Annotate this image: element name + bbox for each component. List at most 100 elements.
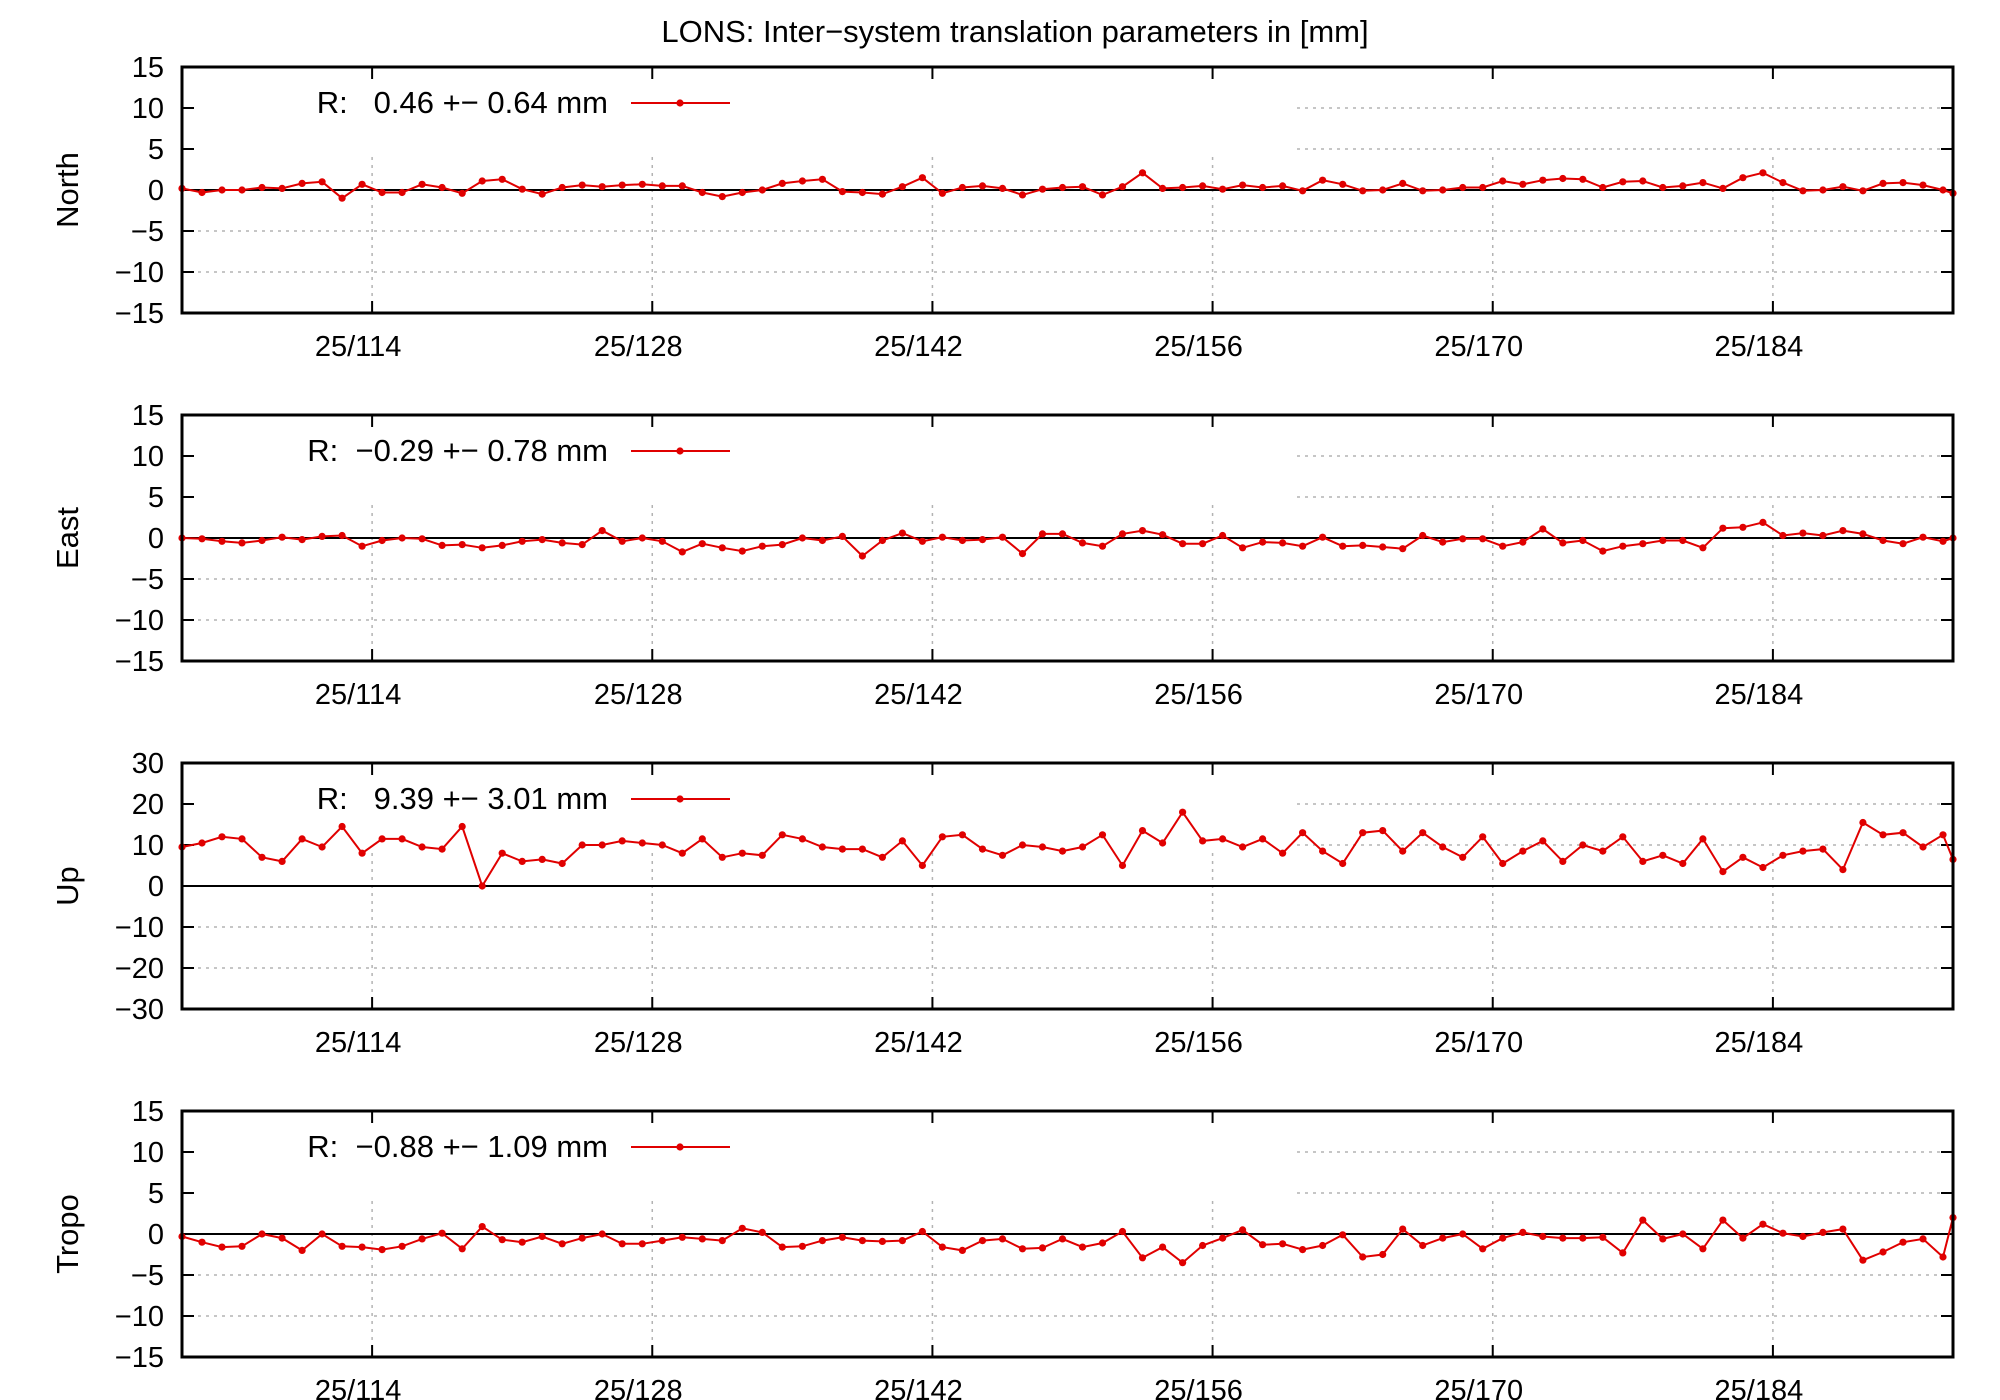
up-data-point (1159, 839, 1167, 847)
tropo-data-point (1739, 1234, 1747, 1242)
tropo-data-point (718, 1237, 726, 1245)
tropo-data-point (1479, 1245, 1487, 1253)
east-data-point (718, 544, 726, 552)
tropo-data-point (1299, 1246, 1307, 1254)
tropo-data-point (1519, 1228, 1527, 1236)
east-data-point (258, 536, 266, 545)
up-data-point (938, 833, 947, 841)
east-data-point (498, 541, 506, 550)
east-data-point (1859, 530, 1867, 538)
tropo-data-point (738, 1224, 746, 1232)
east-data-point (978, 536, 987, 544)
tropo-data-point (1459, 1230, 1467, 1238)
east-data-point (338, 531, 346, 540)
up-xtick-label: 25/128 (594, 1027, 683, 1059)
east-data-point (1179, 540, 1187, 548)
east-data-point (318, 532, 326, 541)
east-data-point (1359, 541, 1367, 550)
up-ytick-label: −20 (115, 953, 164, 985)
tropo-data-point (838, 1233, 847, 1241)
tropo-data-point (618, 1240, 626, 1248)
east-xtick-label: 25/128 (594, 679, 683, 711)
east-data-point (1839, 527, 1847, 535)
north-data-point (1399, 179, 1407, 187)
north-data-point (558, 183, 566, 192)
up-xtick-label: 25/170 (1434, 1027, 1523, 1059)
north-data-point (278, 184, 286, 192)
tropo-data-point (298, 1246, 306, 1254)
up-data-point (1399, 847, 1407, 855)
up-xtick-label: 25/142 (874, 1027, 963, 1059)
up-data-point (1379, 827, 1387, 835)
north-data-point (518, 185, 526, 193)
north-data-point (458, 189, 466, 197)
tropo-xtick-label: 25/156 (1154, 1375, 1243, 1400)
east-data-point (558, 539, 566, 547)
tropo-data-point (1199, 1241, 1207, 1250)
up-ytick-label: −30 (115, 994, 164, 1026)
tropo-data-point (898, 1237, 907, 1245)
up-data-point (1639, 857, 1647, 866)
up-data-point (278, 857, 286, 866)
tropo-data-point (1439, 1234, 1447, 1242)
tropo-data-point (938, 1243, 947, 1251)
north-data-point (878, 190, 887, 198)
east-data-point (1239, 544, 1247, 552)
north-ytick-label: −10 (115, 257, 164, 289)
up-data-point (1679, 859, 1687, 868)
east-xtick-label: 25/184 (1715, 679, 1804, 711)
north-data-point (978, 182, 987, 190)
east-data-point (1779, 531, 1787, 540)
up-data-point (238, 835, 246, 843)
east-data-point (1319, 533, 1327, 541)
tropo-data-point (1559, 1234, 1567, 1242)
north-ytick-label: −5 (131, 216, 164, 248)
east-data-point (1399, 545, 1407, 553)
north-data-point (678, 182, 686, 190)
east-data-point (1299, 542, 1307, 550)
north-legend-marker (676, 99, 684, 107)
up-data-point (1038, 843, 1047, 851)
up-legend-marker (676, 795, 684, 803)
tropo-data-point (278, 1234, 286, 1242)
north-data-point (1319, 176, 1327, 184)
north-data-point (1819, 186, 1827, 194)
tropo-data-point (638, 1240, 646, 1248)
tropo-data-point (1219, 1234, 1227, 1242)
tropo-data-point (1499, 1234, 1507, 1242)
east-data-point (578, 541, 586, 549)
east-ylabel: East (50, 507, 85, 569)
tropo-plot-frame (180, 1109, 1955, 1359)
north-data-point (598, 183, 606, 191)
east-data-point (658, 537, 666, 545)
north-data-point (1599, 183, 1607, 192)
north-xtick-label: 25/114 (315, 331, 402, 363)
tropo-data-point (878, 1237, 887, 1245)
tropo-data-point (398, 1242, 406, 1250)
east-data-point (1439, 538, 1447, 546)
tropo-series-line (181, 1217, 1954, 1264)
tropo-data-point (1038, 1244, 1047, 1252)
tropo-data-point (1759, 1220, 1767, 1228)
up-data-point (498, 849, 506, 857)
tropo-data-point (478, 1223, 486, 1231)
north-data-point (1659, 183, 1667, 192)
figure-title: LONS: Inter−system translation parameter… (661, 14, 1368, 49)
east-data-point (878, 536, 887, 545)
north-data-point (1619, 178, 1627, 186)
east-data-point (1459, 535, 1467, 543)
tropo-data-point (998, 1235, 1007, 1243)
tropo-data-point (1719, 1216, 1727, 1224)
north-data-point (1118, 183, 1127, 191)
east-ytick-label: −5 (131, 564, 164, 596)
north-data-point (478, 177, 486, 185)
tropo-xtick-label: 25/128 (594, 1375, 683, 1400)
north-ytick-label: 15 (132, 52, 164, 84)
up-data-point (1859, 818, 1867, 827)
north-data-point (1299, 187, 1307, 195)
east-data-point (1799, 529, 1807, 537)
north-data-point (1679, 182, 1687, 190)
up-data-point (858, 845, 867, 853)
up-data-point (778, 831, 786, 839)
tropo-ytick-label: 0 (148, 1219, 164, 1251)
